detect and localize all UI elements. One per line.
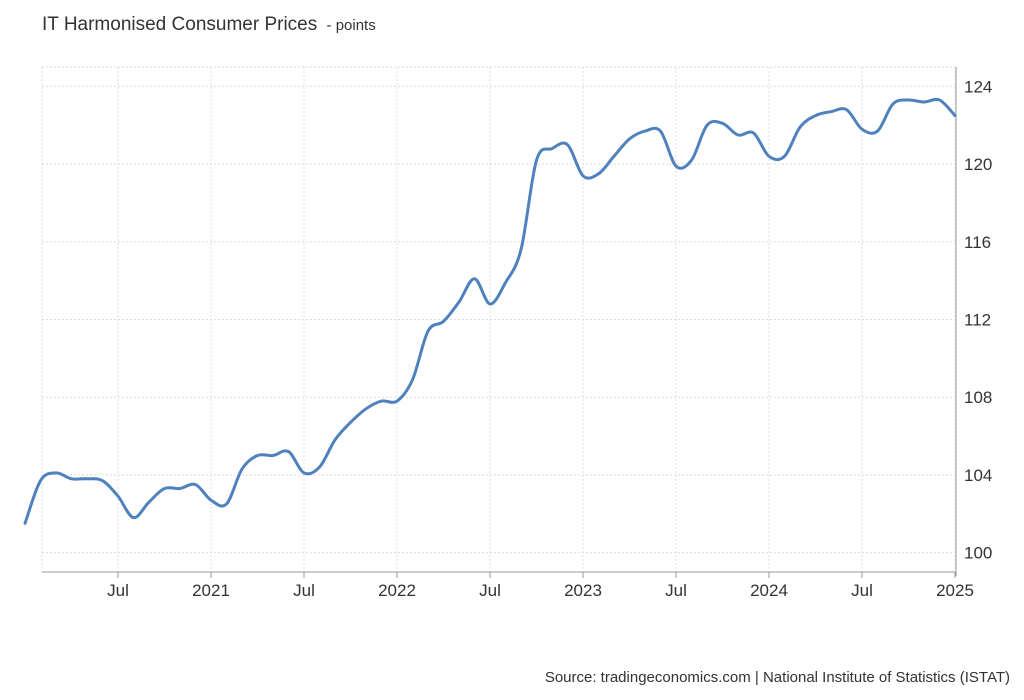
axes <box>42 67 957 578</box>
series-line <box>23 97 957 525</box>
x-tick-label: 2021 <box>192 581 230 600</box>
y-tick-label: 108 <box>964 388 992 407</box>
x-tick-label: Jul <box>479 581 501 600</box>
y-tick-label: 116 <box>964 233 991 252</box>
x-tick-label: Jul <box>293 581 315 600</box>
y-tick-label: 104 <box>964 466 992 485</box>
y-tick-label: 112 <box>964 311 991 330</box>
series-layer <box>23 97 957 525</box>
x-tick-label: 2022 <box>378 581 416 600</box>
y-tick-label: 120 <box>964 155 992 174</box>
chart-title-text: IT Harmonised Consumer Prices <box>42 14 318 35</box>
x-tick-label: Jul <box>107 581 129 600</box>
chart-title: IT Harmonised Consumer Prices - points <box>42 14 376 36</box>
x-tick-label: 2023 <box>564 581 602 600</box>
x-tick-label: Jul <box>851 581 873 600</box>
source-note: Source: tradingeconomics.com | National … <box>544 669 1010 686</box>
line-chart: 100 104 108 112 116 120 124 Jul 2021 Jul 2022 Jul 20… <box>23 66 992 600</box>
y-tick-label: 124 <box>964 77 992 96</box>
x-tick-label: Jul <box>665 581 687 600</box>
grid-lines <box>41 66 956 572</box>
x-tick-label: 2024 <box>750 581 788 600</box>
chart-subtitle: - points <box>326 17 376 34</box>
tick-labels: 100 104 108 112 116 120 124 Jul 2021 Jul 2022 Jul 20… <box>107 77 992 600</box>
x-tick-label: 2025 <box>936 581 974 600</box>
y-tick-label: 100 <box>964 544 992 563</box>
